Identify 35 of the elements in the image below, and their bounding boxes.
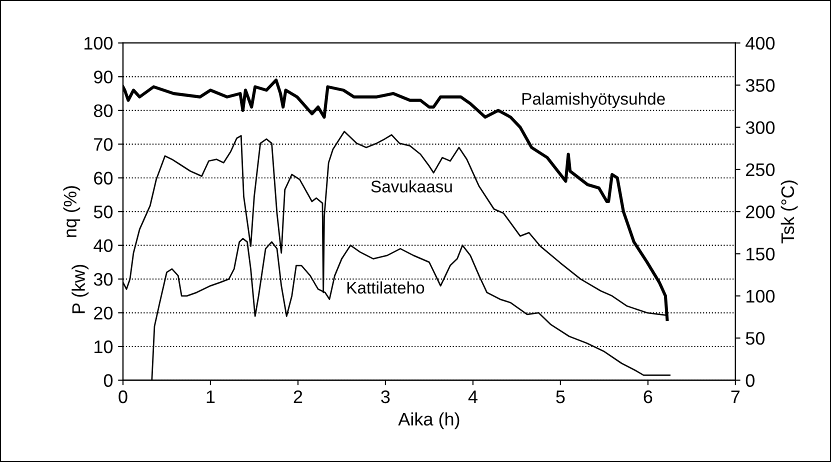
y-tick-label: 70 [94,138,113,151]
y2-tick-label: 200 [746,206,775,218]
x-tick-label: 6 [644,390,652,404]
text: P (kw) [72,264,89,314]
y2-tick-label: 150 [746,248,775,260]
series-label: Savukaasu [371,180,452,192]
y-tick-label: 20 [94,306,113,320]
series-label: Kattilateho [347,281,424,294]
y2-tick-label: 0 [746,374,754,387]
y2-axis-title: Tsk (°C) [780,180,798,244]
x-tick-label: 0 [118,390,128,404]
y-tick-label: 0 [104,374,113,387]
y-tick-label: 80 [94,104,113,118]
y2-tick-label: 300 [746,121,775,134]
series-label: Palamishyötysuhde [522,92,665,108]
y-tick-label: 50 [94,206,113,218]
y-tick-label: 90 [94,70,113,84]
y-axis-title: nq (%) [63,186,80,237]
y2-tick-label: 250 [746,163,775,176]
x-axis-title: Aika (h) [398,412,460,430]
y2-tick-label: 400 [746,36,775,50]
x-tick-label: 7 [731,390,740,404]
y-tick-label: 30 [94,272,113,286]
y-tick-label: 40 [94,239,113,252]
y2-tick-label: 350 [746,79,775,92]
x-tick-label: 3 [381,390,390,404]
y-tick-label: 100 [84,36,113,50]
x-tick-label: 1 [206,390,215,404]
y2-tick-label: 50 [746,332,765,345]
y-tick-label: 10 [94,340,113,354]
x-tick-label: 5 [556,390,565,404]
x-tick-label: 2 [294,390,302,404]
y2-tick-label: 100 [746,290,775,303]
y-tick-label: 60 [94,172,113,185]
x-tick-label: 4 [468,390,478,404]
